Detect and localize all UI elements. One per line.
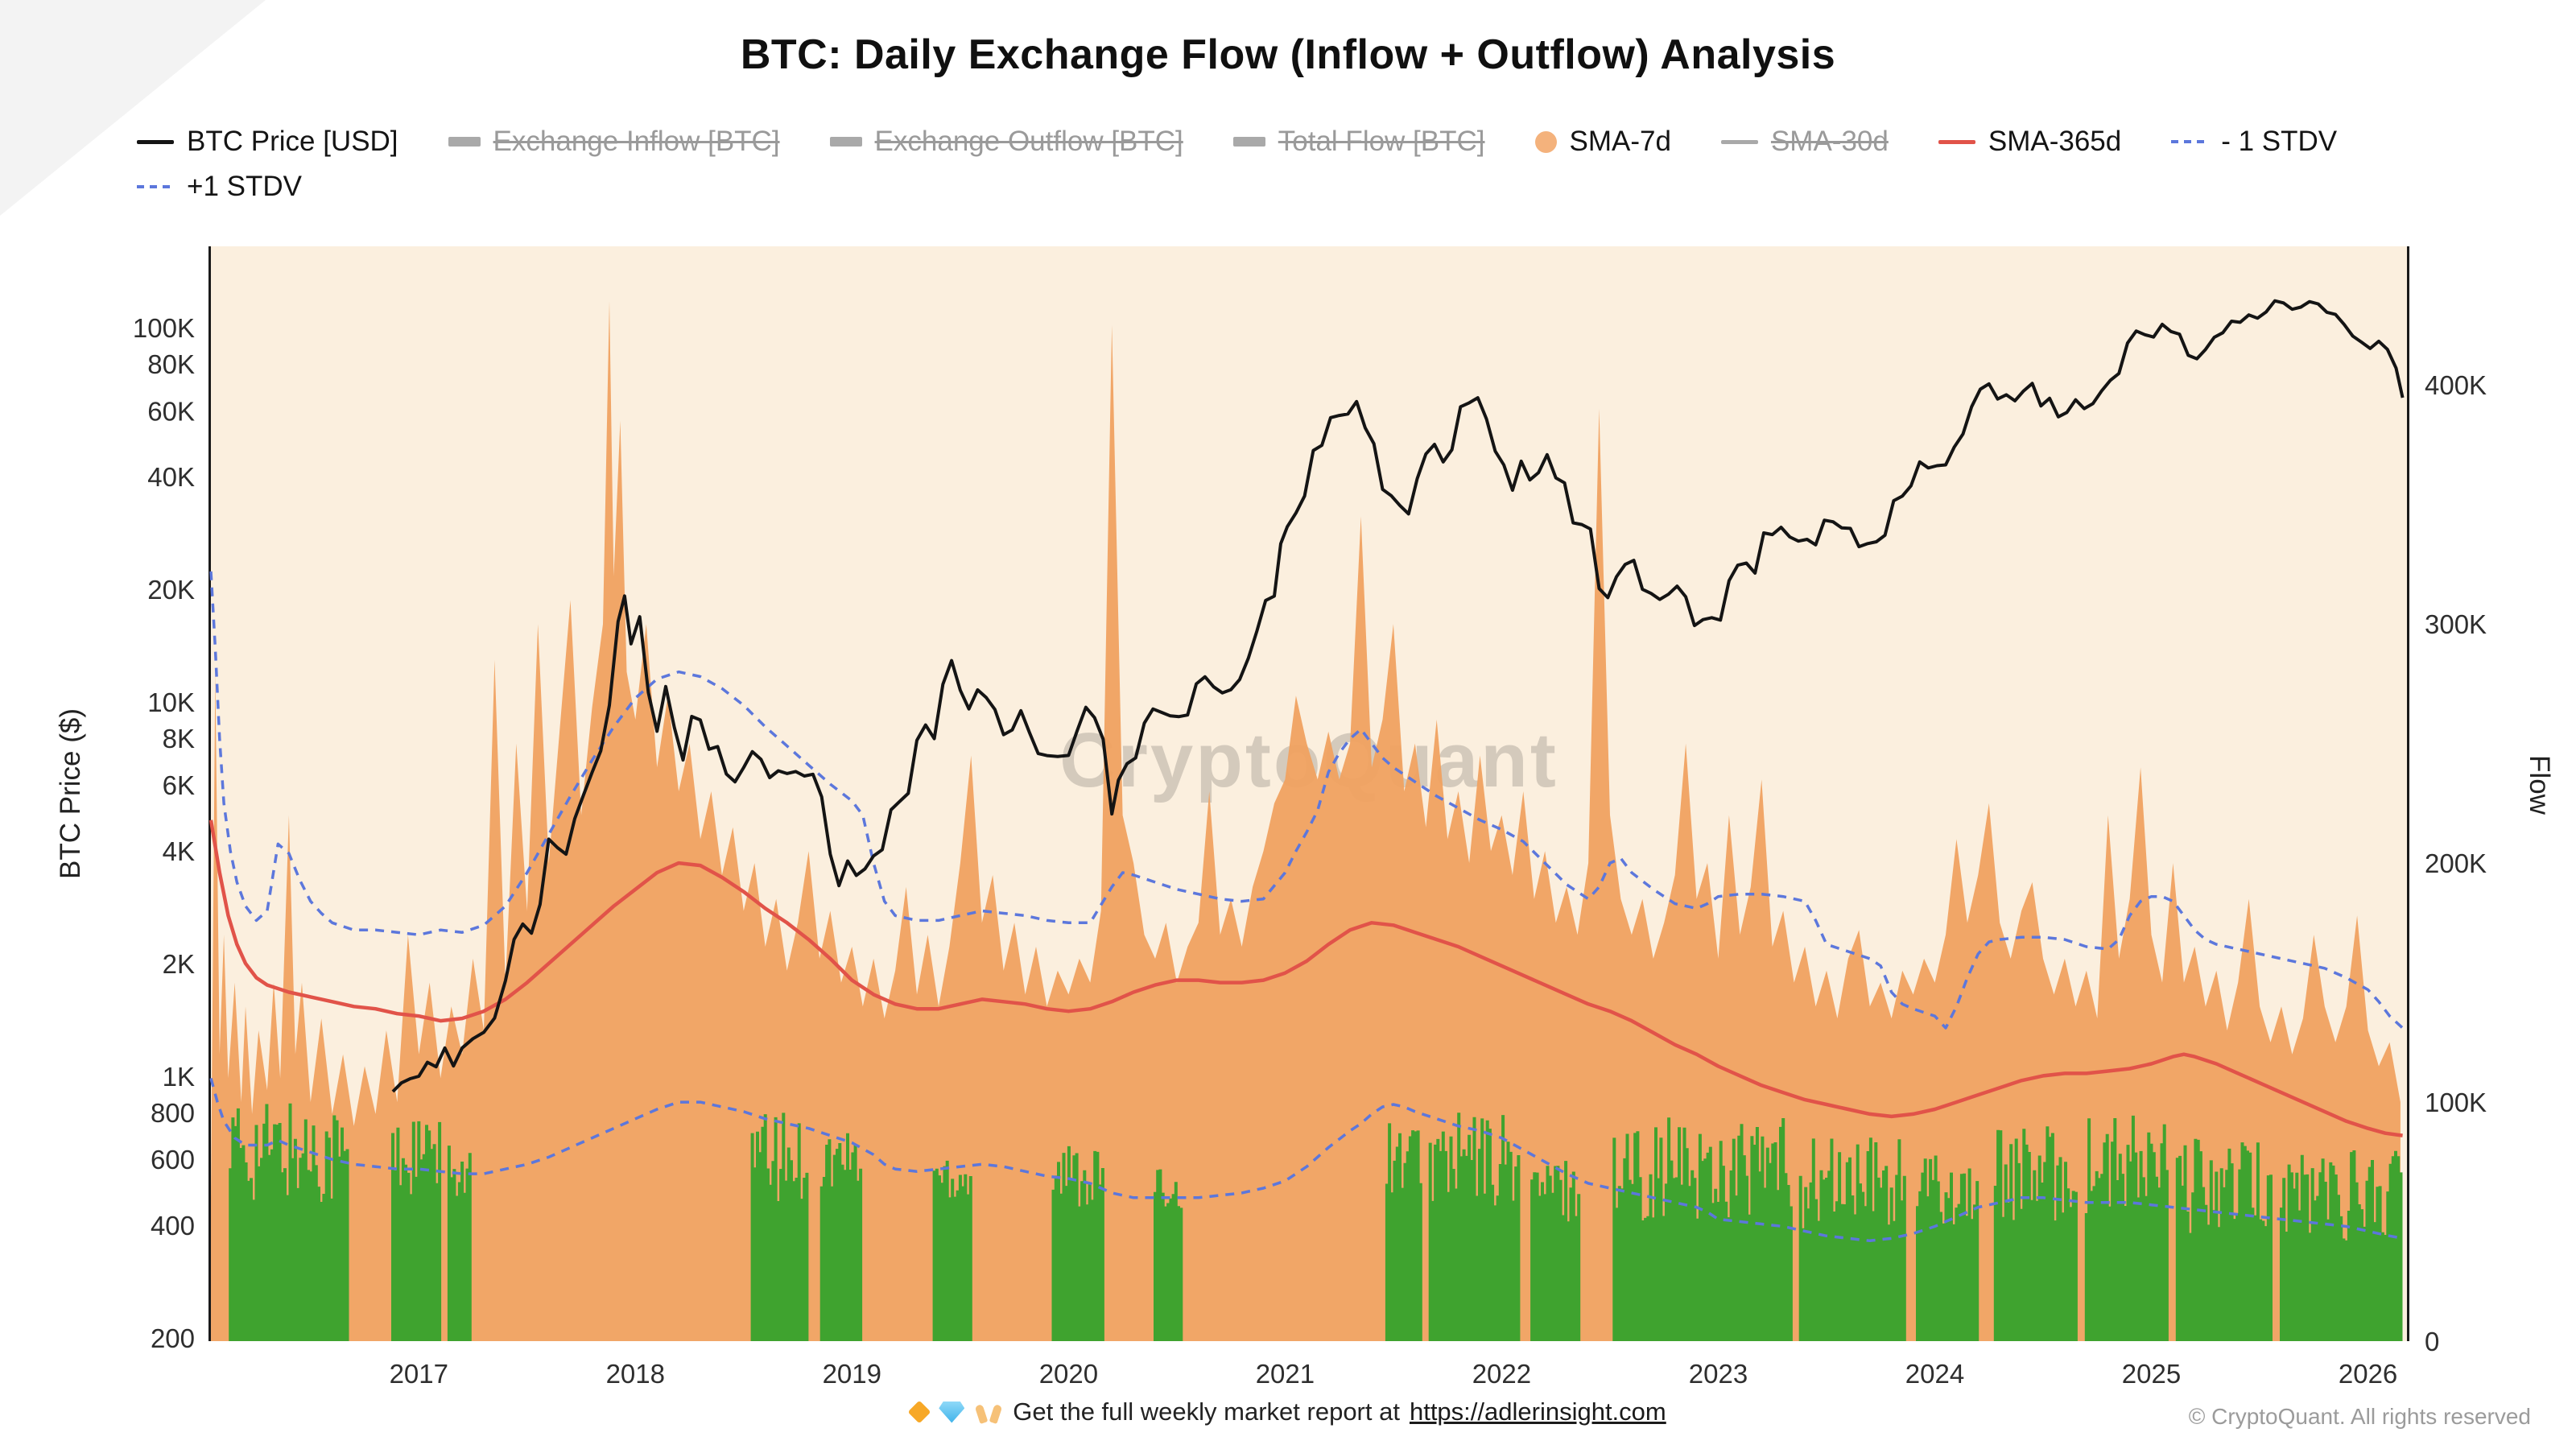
legend-row-1: BTC Price [USD] Exchange Inflow [BTC] Exch…: [137, 126, 2455, 158]
flow-axis-title: Flow: [2524, 755, 2555, 815]
footer: Get the full weekly market report at htt…: [0, 1397, 2576, 1426]
price-tick-label: 400: [151, 1211, 195, 1241]
year-tick-label: 2025: [2122, 1359, 2181, 1389]
year-tick-label: 2021: [1256, 1359, 1315, 1389]
price-tick-label: 100K: [133, 313, 195, 343]
legend-item-sma-30d[interactable]: SMA-30d: [1720, 126, 1889, 158]
price-axis-title: BTC Price ($): [55, 708, 86, 879]
price-tick-label: 10K: [147, 687, 195, 717]
chart-title: BTC: Daily Exchange Flow (Inflow + Outfl…: [740, 31, 1836, 78]
legend-item-exchange-outflow-btc[interactable]: Exchange Outflow [BTC]: [829, 126, 1183, 158]
flow-tick-label: 0: [2425, 1327, 2439, 1356]
legend-item-1-stdv[interactable]: +1 STDV: [137, 171, 302, 203]
gem-icon: [939, 1401, 965, 1423]
legend-item-total-flow-btc[interactable]: Total Flow [BTC]: [1232, 126, 1485, 158]
copyright: © CryptoQuant. All rights reserved: [2188, 1404, 2531, 1429]
btc-price-usd-marker: [137, 139, 174, 144]
green-flow-bars: [229, 1103, 2403, 1341]
year-tick-label: 2018: [606, 1359, 665, 1389]
sma-365d-marker: [1938, 139, 1975, 144]
year-tick-label: 2022: [1472, 1359, 1531, 1389]
year-tick-label: 2023: [1689, 1359, 1748, 1389]
btc-price-line: [391, 299, 2405, 1093]
legend-item-exchange-inflow-btc[interactable]: Exchange Inflow [BTC]: [448, 126, 780, 158]
price-tick-label: 60K: [147, 396, 195, 426]
price-tick-label: 600: [151, 1145, 195, 1174]
price-tick-label: 40K: [147, 462, 195, 492]
year-tick-label: 2024: [1905, 1359, 1964, 1389]
price-tick-label: 8K: [163, 724, 195, 753]
raising-hands-icon: [974, 1401, 1003, 1423]
footer-link[interactable]: https://adlerinsight.com: [1409, 1397, 1666, 1426]
orange-diamond-icon: [907, 1400, 931, 1424]
legend-label-1-stdv: - 1 STDV: [2221, 126, 2338, 157]
price-tick-label: 4K: [163, 836, 195, 866]
legend-label-total-flow-btc: Total Flow [BTC]: [1278, 126, 1485, 157]
year-tick-label: 2017: [390, 1359, 448, 1389]
price-tick-label: 1K: [163, 1062, 195, 1092]
exchange-inflow-btc-marker: [448, 137, 481, 147]
legend-label-1-stdv: +1 STDV: [187, 171, 302, 202]
sma365-line: [208, 819, 2403, 1137]
footer-message: Get the full weekly market report at: [1013, 1397, 1400, 1426]
price-tick-label: 80K: [147, 349, 195, 379]
1-stdv-marker: [137, 185, 174, 188]
flow-tick-label: 300K: [2425, 609, 2487, 639]
legend-label-sma-365d: SMA-365d: [1988, 126, 2122, 157]
sma-7d-marker: [1534, 130, 1557, 153]
legend-label-sma-7d: SMA-7d: [1569, 126, 1671, 157]
sma7-flow-area: [211, 301, 2401, 1341]
price-tick-label: 200: [151, 1323, 195, 1353]
legend-item-sma-365d[interactable]: SMA-365d: [1938, 126, 2121, 158]
flow-tick-label: 400K: [2425, 370, 2487, 400]
price-tick-label: 20K: [147, 575, 195, 605]
price-tick-label: 800: [151, 1098, 195, 1128]
total-flow-btc-marker: [1232, 137, 1265, 147]
legend-label-exchange-inflow-btc: Exchange Inflow [BTC]: [493, 126, 780, 157]
sma-30d-marker: [1720, 139, 1758, 144]
legend-item-btc-price-usd[interactable]: BTC Price [USD]: [137, 126, 398, 158]
stdv-minus-line: [209, 1077, 2403, 1243]
chart-canvas[interactable]: 200 400 600 800 1K 2K 4K 6K 8K 10K 20K 40K 60K 80K 100…: [133, 246, 2487, 1389]
plot-area[interactable]: CryptoQuant 2004006008001K2K4K6K8K10K20K…: [133, 246, 2487, 1389]
flow-tick-label: 200K: [2425, 848, 2487, 878]
flow-tick-label: 100K: [2425, 1088, 2487, 1117]
chart-legend: BTC Price [USD] Exchange Inflow [BTC] Exch…: [137, 126, 2455, 203]
stdv-plus-line: [209, 571, 2404, 1030]
year-tick-label: 2020: [1039, 1359, 1098, 1389]
1-stdv-marker: [2171, 140, 2209, 143]
price-tick-label: 6K: [163, 770, 195, 800]
legend-label-btc-price-usd: BTC Price [USD]: [187, 126, 398, 157]
legend-row-2: +1 STDV: [137, 171, 2455, 203]
legend-label-exchange-outflow-btc: Exchange Outflow [BTC]: [874, 126, 1183, 157]
legend-label-sma-30d: SMA-30d: [1770, 126, 1889, 157]
year-tick-label: 2026: [2339, 1359, 2397, 1389]
legend-item-sma-7d[interactable]: SMA-7d: [1534, 126, 1671, 158]
legend-item-1-stdv[interactable]: - 1 STDV: [2171, 126, 2337, 158]
exchange-outflow-btc-marker: [829, 137, 862, 147]
price-tick-label: 2K: [163, 949, 195, 979]
year-tick-label: 2019: [823, 1359, 881, 1389]
